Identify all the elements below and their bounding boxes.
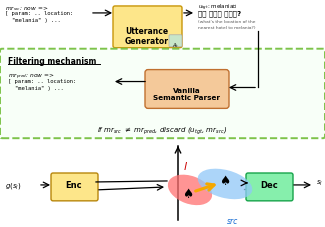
- Text: Utterance
Generator: Utterance Generator: [125, 27, 169, 46]
- Text: (what's the location of the: (what's the location of the: [198, 20, 255, 24]
- Text: Dec: Dec: [260, 181, 278, 190]
- Text: ♠: ♠: [182, 188, 194, 200]
- FancyBboxPatch shape: [0, 49, 325, 139]
- Text: nearest hotel to melania?): nearest hotel to melania?): [198, 26, 255, 30]
- Text: "melania" ) ...: "melania" ) ...: [15, 85, 64, 90]
- Text: [ param: .. location:: [ param: .. location:: [5, 11, 73, 16]
- Text: Filtering mechanism: Filtering mechanism: [8, 57, 97, 65]
- Text: Enc: Enc: [66, 181, 82, 190]
- Text: [ param: .. location:: [ param: .. location:: [8, 78, 76, 83]
- Text: $l$: $l$: [184, 159, 188, 171]
- FancyBboxPatch shape: [113, 7, 182, 49]
- Text: Vanilla
Semantic Parser: Vanilla Semantic Parser: [153, 88, 220, 101]
- Text: ♠: ♠: [219, 175, 231, 188]
- Text: $mr_{src}$: now =>: $mr_{src}$: now =>: [5, 4, 48, 13]
- Text: $g(s_l)$: $g(s_l)$: [5, 180, 21, 190]
- Text: $A_t$: $A_t$: [172, 41, 179, 49]
- Text: "melania" ) ...: "melania" ) ...: [12, 18, 61, 23]
- Text: $s_l$: $s_l$: [316, 178, 323, 187]
- Text: 가장 가까운 호텔은?: 가장 가까운 호텔은?: [198, 10, 241, 17]
- Text: $u_{tgt}$: melania의: $u_{tgt}$: melania의: [198, 3, 238, 13]
- FancyBboxPatch shape: [51, 173, 98, 201]
- Ellipse shape: [168, 175, 212, 205]
- Ellipse shape: [198, 169, 252, 199]
- Text: if $mr_{src}$ $\neq$ $mr_{pred}$, discard ($u_{tgt}$, $mr_{src}$): if $mr_{src}$ $\neq$ $mr_{pred}$, discar…: [97, 125, 227, 136]
- Text: src: src: [227, 216, 239, 225]
- FancyBboxPatch shape: [169, 36, 182, 47]
- FancyBboxPatch shape: [246, 173, 293, 201]
- FancyBboxPatch shape: [145, 70, 229, 109]
- Text: $mr_{pred}$: now =>: $mr_{pred}$: now =>: [8, 71, 55, 81]
